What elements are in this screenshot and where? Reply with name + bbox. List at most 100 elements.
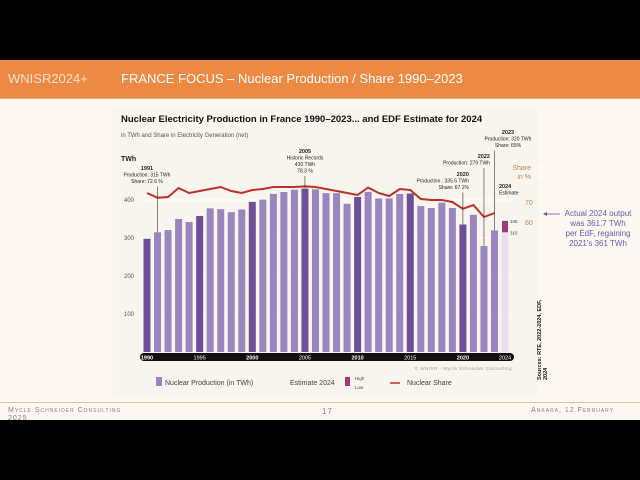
y-tick-label: 100 xyxy=(124,312,135,318)
bar-2000 xyxy=(248,201,256,352)
bar-2018 xyxy=(438,202,446,352)
footer: Mycle Schneider Consulting 2025 17 Ankar… xyxy=(0,402,640,422)
bar-2004 xyxy=(290,189,298,352)
y2-tick-label: 60 xyxy=(525,220,533,227)
source-note: 2024 xyxy=(543,367,549,380)
slide-header: WNISR2024+ FRANCE FOCUS – Nuclear Produc… xyxy=(0,60,640,99)
estimate-range xyxy=(502,220,509,233)
y-tick-label: 200 xyxy=(124,274,135,280)
bar-2023 xyxy=(490,230,498,352)
chart-title: Nuclear Electricity Production in France… xyxy=(121,114,483,125)
x-tick-label: 2000 xyxy=(246,356,258,362)
footer-location: Ankara, 12 February xyxy=(531,407,614,414)
bar-1998 xyxy=(227,212,235,352)
annotation-1991: 1991 xyxy=(141,166,153,172)
footer-org: Mycle Schneider Consulting xyxy=(8,407,122,414)
bar-2007 xyxy=(322,193,330,352)
series-label: WNISR2024+ xyxy=(8,71,88,86)
annotation-2022: Production: 279 TWh xyxy=(443,161,490,167)
bar-1991 xyxy=(154,232,162,352)
bar-2001 xyxy=(259,199,267,352)
legend-high: High xyxy=(355,376,365,381)
bar-2012 xyxy=(375,198,383,352)
annotation-2005: 78.3 % xyxy=(297,169,313,175)
y-tick-label: 400 xyxy=(124,198,135,204)
annotation-2020: Share: 67.1% xyxy=(439,185,470,191)
side-note: per ÉdF, regaining xyxy=(566,229,631,238)
slide-title: FRANCE FOCUS – Nuclear Production / Shar… xyxy=(121,71,463,86)
legend-production: Nuclear Production (in TWh) xyxy=(165,380,253,387)
annotation-1991: Share: 72.6 % xyxy=(131,179,163,185)
bar-2014 xyxy=(396,193,404,352)
footer-year: 2025 xyxy=(8,415,28,422)
bar-2013 xyxy=(385,198,393,352)
annotation-2024: 2024 xyxy=(499,184,512,190)
bar-1990 xyxy=(143,238,151,352)
chart-subtitle: in TWh and Share in Electricity Generati… xyxy=(121,133,248,139)
arrow-head-icon xyxy=(543,212,547,216)
annotation-2023: Production: 320 TWh xyxy=(485,137,532,143)
x-axis-band xyxy=(140,353,514,361)
bar-2008 xyxy=(333,193,341,352)
bar-2010 xyxy=(354,196,362,352)
x-tick-label: 2010 xyxy=(351,356,363,362)
bar-2003 xyxy=(280,192,288,352)
y-tick-label: 300 xyxy=(124,236,135,242)
x-tick-label: 1990 xyxy=(141,356,153,362)
share-line xyxy=(146,185,495,219)
estimate-high-label: 345 xyxy=(510,219,518,224)
annotation-1991: Production: 315 TWh xyxy=(124,173,171,179)
bar-1995 xyxy=(196,215,204,352)
annotation-2020: 2020 xyxy=(457,172,469,178)
annotation-2005: Historic Records xyxy=(287,156,324,162)
annotation-2005: 2005 xyxy=(299,149,311,155)
estimate-low-label: 315 xyxy=(510,230,518,235)
y-axis-label: TWh xyxy=(121,156,136,163)
bar-1994 xyxy=(185,222,193,352)
bar-2011 xyxy=(364,192,372,352)
y2-axis-label: in % xyxy=(517,174,531,181)
x-tick-label: 2005 xyxy=(299,356,311,362)
credit: © WNISR - Mycle Schneider Consulting xyxy=(415,365,512,371)
annotation-2023: 2023 xyxy=(502,130,514,136)
y2-axis-label: Share xyxy=(512,165,531,172)
x-tick-label: 2020 xyxy=(457,356,469,362)
annotation-2024: Estimate xyxy=(499,191,519,197)
side-note: 2021's 361 TWh xyxy=(569,239,627,248)
bar-2009 xyxy=(343,203,351,352)
bar-1997 xyxy=(217,209,225,352)
annotation-2005: 430 TWh xyxy=(295,162,315,168)
x-tick-label: 2015 xyxy=(404,356,416,362)
bar-2021 xyxy=(469,214,477,352)
bar-2019 xyxy=(448,207,456,352)
bar-2015 xyxy=(406,193,414,352)
page-number: 17 xyxy=(322,407,333,416)
bar-2022 xyxy=(480,245,488,352)
source-note: Sources: RTE, 2022-2024, EDF, xyxy=(537,299,543,380)
bar-1996 xyxy=(206,208,214,352)
legend-estimate: Estimate 2024 xyxy=(290,380,335,387)
side-note: was 361.7 TWh xyxy=(569,219,625,228)
annotation-2022: 2022 xyxy=(478,154,490,160)
bar-2006 xyxy=(311,189,319,352)
legend-production-swatch xyxy=(156,377,162,386)
annotation-2023: Share: 65% xyxy=(495,143,522,149)
bar-2024-estimate xyxy=(501,232,509,352)
annotation-2020: Production : 335.5 TWh xyxy=(416,179,469,185)
bar-1999 xyxy=(238,209,246,352)
bar-1993 xyxy=(175,219,183,352)
x-tick-label: 1995 xyxy=(194,356,206,362)
bar-2005 xyxy=(301,188,309,352)
bar-2002 xyxy=(269,193,277,352)
y2-tick-label: 70 xyxy=(525,200,533,207)
side-note: Actual 2024 output xyxy=(565,209,632,218)
legend-low: Low xyxy=(355,385,364,390)
legend-share: Nuclear Share xyxy=(407,380,452,387)
bar-2016 xyxy=(417,206,425,352)
bar-2020 xyxy=(459,224,467,352)
x-tick-label: 2024 xyxy=(499,356,511,362)
legend-estimate-swatch xyxy=(345,377,350,386)
bar-1992 xyxy=(164,230,172,352)
bar-2017 xyxy=(427,207,435,352)
